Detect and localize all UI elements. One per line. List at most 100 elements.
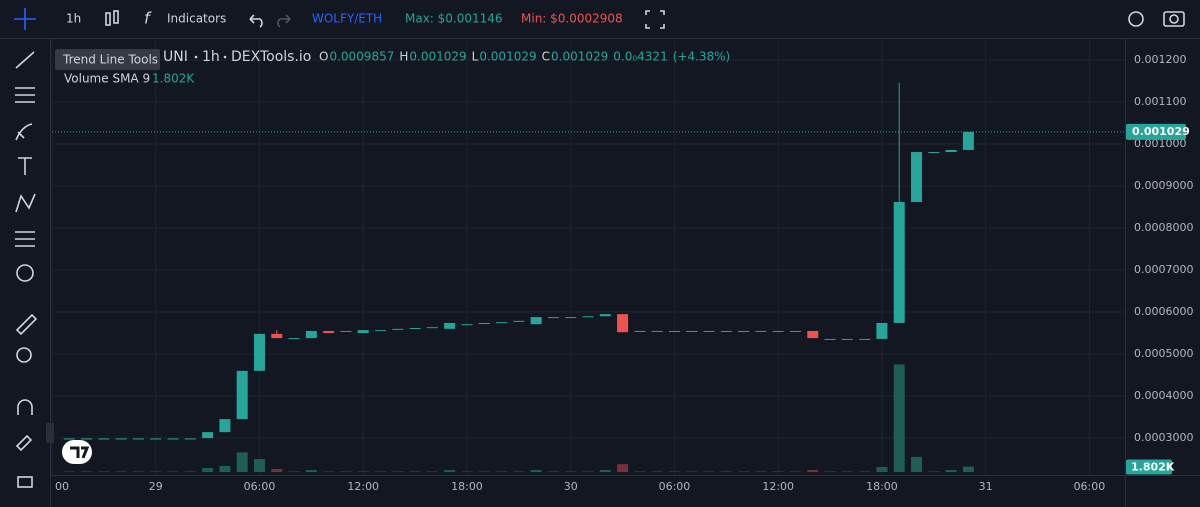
y-tick-label: 0.0003000 — [1134, 431, 1194, 444]
y-tick-label: 0.0006000 — [1134, 305, 1194, 318]
indicators-icon: f — [144, 9, 152, 28]
candle-body — [547, 317, 559, 319]
fullscreen-button[interactable] — [645, 10, 665, 29]
volume-bar — [444, 470, 456, 472]
x-tick-label: 12:00 — [347, 480, 379, 493]
volume-bar — [893, 364, 905, 472]
volume-bar — [426, 471, 438, 472]
candle-body — [686, 330, 698, 332]
candle-body — [478, 322, 490, 324]
candle-body — [928, 152, 940, 154]
zoom-tool[interactable] — [16, 347, 32, 363]
volume-legend-value: 1.802K — [152, 72, 195, 86]
candle-body — [444, 322, 456, 329]
volume-bar — [720, 471, 732, 472]
crosshair-button[interactable] — [14, 8, 36, 30]
volume-bar — [634, 471, 646, 472]
volume-bar — [236, 452, 248, 472]
snapshot-lens — [1169, 14, 1179, 24]
left-toolbar — [15, 51, 54, 488]
candle-body — [703, 330, 715, 332]
candle-body — [824, 338, 836, 340]
redo-button[interactable] — [277, 14, 291, 28]
candle-body — [253, 333, 265, 371]
candle-body — [305, 330, 317, 339]
candle-body — [115, 438, 127, 440]
measure-tool[interactable] — [15, 313, 38, 336]
candle-body — [876, 322, 888, 339]
chart-type-button[interactable] — [105, 10, 119, 26]
interval-button[interactable]: 1h — [66, 12, 81, 26]
icon — [113, 10, 119, 24]
candle-body — [426, 327, 438, 329]
candle-body — [962, 131, 974, 150]
magnet-tool[interactable] — [17, 399, 33, 415]
plot — [52, 82, 1124, 472]
candle-body — [184, 438, 196, 440]
indicators-button[interactable]: Indicators — [167, 12, 226, 26]
volume-bar — [513, 471, 525, 472]
ohlc-label: L — [472, 50, 479, 64]
volume-bar — [530, 470, 542, 472]
volume-bar — [738, 471, 750, 472]
candle-body — [772, 330, 784, 332]
brush-tool[interactable] — [15, 123, 33, 141]
drawing-mode-tool[interactable] — [15, 434, 33, 452]
candle-body — [720, 330, 732, 332]
volume-bar — [841, 471, 853, 472]
volume-bar — [703, 471, 715, 472]
x-tick-label: 06:00 — [244, 480, 276, 493]
candle-body — [807, 330, 819, 339]
candle-body — [859, 338, 871, 340]
volume-bar — [375, 471, 387, 472]
x-tick-label: 29 — [149, 480, 163, 493]
pair: WOLFY/ETH — [312, 12, 382, 26]
y-tick-label: 0.0004000 — [1134, 389, 1194, 402]
last-price-label: 0.001029 — [1132, 125, 1190, 138]
fib-tool[interactable] — [15, 87, 35, 103]
volume-bar — [288, 471, 300, 472]
candle-body — [893, 202, 905, 323]
volume-bar — [547, 471, 559, 472]
volume-bar — [478, 471, 490, 472]
grid — [51, 40, 1124, 475]
candle-body — [271, 333, 283, 339]
prediction-tool[interactable] — [15, 231, 35, 247]
trend-line-tool[interactable] — [15, 51, 35, 69]
volume-bar — [132, 471, 144, 472]
candle-body — [357, 330, 369, 334]
volume-bar — [98, 471, 110, 472]
pattern-tool[interactable] — [15, 193, 36, 213]
candle-body — [81, 438, 93, 440]
max-price: Max: $0.001146 — [405, 12, 503, 26]
sidebar-collapse[interactable] — [46, 423, 54, 443]
candle-body — [945, 149, 957, 153]
icon-tool[interactable] — [16, 264, 34, 282]
icon — [105, 12, 111, 26]
volume-bar — [167, 471, 179, 472]
last-price-tag — [1126, 123, 1186, 140]
undo-button[interactable] — [249, 14, 263, 28]
x-tick-label: 30 — [564, 480, 578, 493]
volume-bar — [184, 471, 196, 472]
candle-body — [98, 438, 110, 440]
snapshot-button[interactable] — [1163, 11, 1185, 27]
text-tool[interactable] — [18, 157, 32, 175]
volume-bar — [928, 471, 940, 472]
volume-bar — [824, 471, 836, 472]
legend-ohlc: O 0.0009857 H 0.001029 L 0.001029 C 0.001029 0.0… — [319, 50, 730, 64]
axes: 0.0003000 0.0004000 0.0005000 0.0006000 0.00… — [55, 53, 1194, 493]
lock-tool[interactable] — [17, 476, 33, 488]
settings-button[interactable] — [1128, 11, 1144, 27]
x-tick-label: 18:00 — [866, 480, 898, 493]
ohlc-change-pct: (+4.38%) — [673, 50, 731, 64]
x-tick-label: 00 — [55, 480, 69, 493]
tooltip: Trend Line Tools — [62, 53, 158, 67]
volume-legend-name: Volume SMA 9 — [64, 72, 150, 86]
candle-body — [911, 152, 923, 203]
candle-body — [167, 438, 179, 440]
y-tick-label: 0.0005000 — [1134, 347, 1194, 360]
candle-body — [236, 370, 248, 420]
volume-bar — [772, 471, 784, 472]
